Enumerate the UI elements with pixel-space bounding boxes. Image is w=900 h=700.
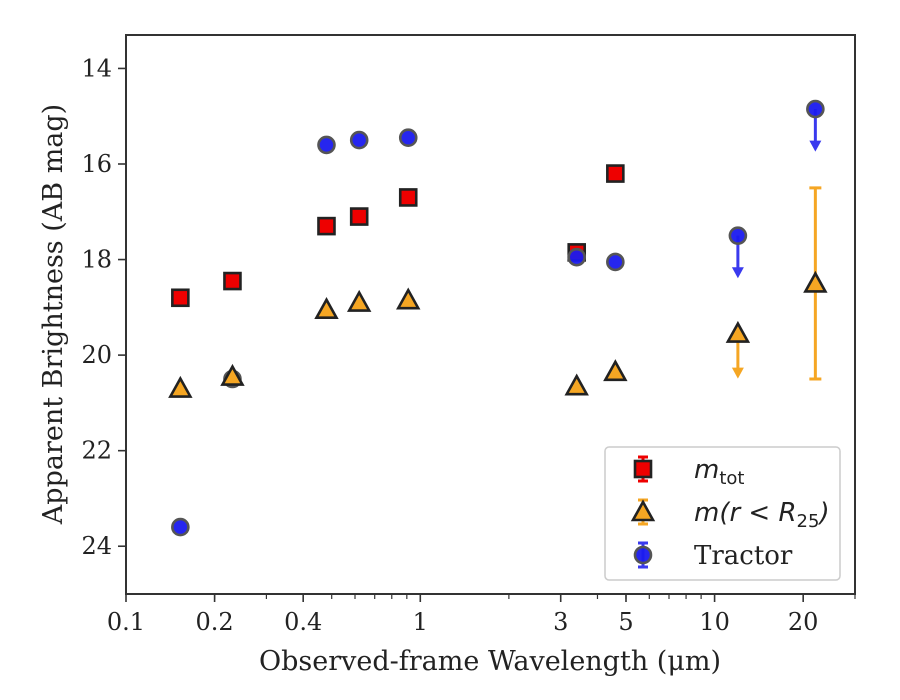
series-1-point-1 xyxy=(220,363,245,386)
series-2-point-7 xyxy=(728,226,748,245)
legend-item-0: mtot xyxy=(633,455,744,489)
series-1-point-8 xyxy=(803,270,828,293)
series-2-point-0 xyxy=(171,517,190,537)
y-axis: 14 16 18 20 22 24 xyxy=(81,54,126,560)
series-0-point-1 xyxy=(223,271,242,291)
y-axis-label: Apparent Brightness (AB mag) xyxy=(38,104,69,525)
x-tick-label-7: 20 xyxy=(788,608,819,636)
series-1-point-4 xyxy=(396,287,421,310)
series-1-point-7 xyxy=(725,320,751,343)
legend-label-main-2: Tractor xyxy=(694,541,793,571)
y-tick-label-0: 14 xyxy=(81,54,112,82)
x-axis-label: Observed-frame Wavelength (μm) xyxy=(259,646,721,677)
legend-marker-1 xyxy=(630,499,656,522)
legend-label-tail-1: ) xyxy=(817,498,829,528)
legend-label-sub-0: tot xyxy=(719,468,744,489)
series-0-point-6 xyxy=(606,164,625,183)
series-1-point-2 xyxy=(314,297,339,320)
series-2-point-8-limit-arrow-head xyxy=(809,140,822,152)
plot-frame xyxy=(125,34,856,595)
series-2-point-5 xyxy=(567,247,587,267)
series-2-point-8 xyxy=(806,99,825,119)
series-2-point-7-limit-arrow-head xyxy=(731,267,744,279)
series-2-point-3 xyxy=(349,130,369,150)
x-tick-label-6: 10 xyxy=(699,608,730,636)
x-tick-label-3: 1 xyxy=(413,608,428,636)
legend-label-sub-1: 25 xyxy=(797,511,820,532)
legend-label-2: Tractor xyxy=(694,541,793,571)
series-1-point-5 xyxy=(564,373,589,396)
y-tick-label-4: 22 xyxy=(81,437,112,465)
series-2-point-2 xyxy=(317,135,336,155)
legend-marker-2 xyxy=(633,545,653,565)
y-tick-label-2: 18 xyxy=(81,246,112,274)
series-2-point-4 xyxy=(398,128,418,148)
legend: mtot m(r < R25) Tractor xyxy=(604,446,841,581)
series-1-point-6 xyxy=(603,359,628,382)
series-0-point-4 xyxy=(398,188,418,207)
series-0-point-3 xyxy=(349,207,369,226)
y-tick-label-5: 24 xyxy=(81,532,112,560)
series-1-point-7-limit-arrow-head xyxy=(731,367,744,379)
series-0-point-2 xyxy=(317,216,336,236)
series-2-point-6 xyxy=(606,252,625,272)
series-0-point-0 xyxy=(171,288,190,308)
y-tick-label-3: 20 xyxy=(81,341,112,369)
legend-item-1: m(r < R25) xyxy=(630,498,830,532)
x-tick-label-5: 5 xyxy=(618,608,633,636)
x-tick-label-0: 0.1 xyxy=(107,608,145,636)
series-1-point-0 xyxy=(168,375,193,398)
series-1-point-3 xyxy=(346,289,372,312)
legend-label-main-0: m xyxy=(694,455,719,485)
legend-marker-0 xyxy=(633,459,653,479)
x-axis: 0.1 0.2 0.4 1 3 5 10 20 xyxy=(107,594,856,636)
y-tick-label-1: 16 xyxy=(81,150,112,178)
legend-label-main-1: m(r < R xyxy=(694,498,797,528)
x-tick-label-4: 3 xyxy=(553,608,568,636)
legend-label-0: mtot xyxy=(694,455,744,489)
plot-marks xyxy=(168,99,828,537)
legend-label-1: m(r < R25) xyxy=(694,498,830,532)
x-tick-label-1: 0.2 xyxy=(196,608,234,636)
legend-item-2: Tractor xyxy=(633,541,793,571)
x-tick-label-2: 0.4 xyxy=(284,608,322,636)
legend-box xyxy=(604,446,841,581)
